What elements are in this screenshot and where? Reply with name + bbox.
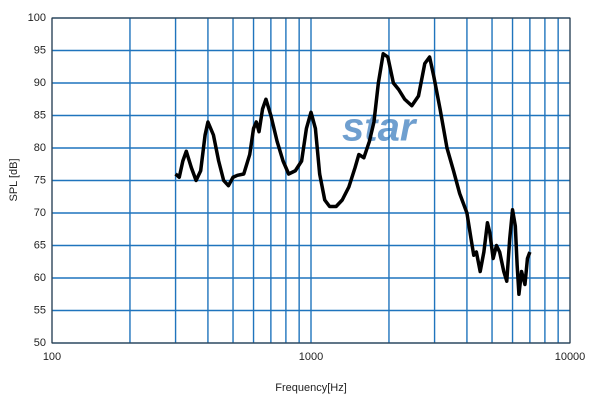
y-tick-label: 100 (28, 12, 46, 24)
y-tick-label: 55 (34, 304, 46, 316)
x-tick-label: 1000 (299, 351, 323, 363)
y-tick-label: 85 (34, 109, 46, 121)
y-tick-label: 95 (34, 44, 46, 56)
x-axis-label: Frequency[Hz] (275, 382, 347, 394)
y-axis-label: SPL [dB] (8, 158, 20, 201)
y-tick-label: 70 (34, 207, 46, 219)
y-tick-label: 65 (34, 239, 46, 251)
x-tick-label: 10000 (555, 351, 586, 363)
x-tick-label: 100 (43, 351, 61, 363)
y-tick-label: 80 (34, 142, 46, 154)
y-tick-label: 60 (34, 272, 46, 284)
plot-frame (51, 17, 571, 344)
y-tick-label: 50 (34, 337, 46, 349)
y-tick-label: 90 (34, 77, 46, 89)
response-line (174, 52, 532, 296)
y-tick-label: 75 (34, 174, 46, 186)
watermark-logo: star (342, 106, 418, 150)
